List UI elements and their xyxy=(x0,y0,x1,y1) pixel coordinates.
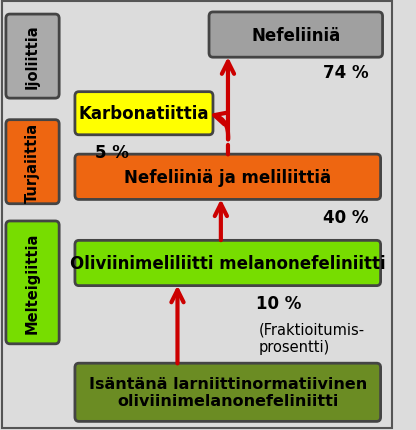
Text: 40 %: 40 % xyxy=(323,208,369,226)
Text: 74 %: 74 % xyxy=(323,64,369,82)
Text: 10 %: 10 % xyxy=(256,294,302,312)
FancyBboxPatch shape xyxy=(75,155,381,200)
FancyBboxPatch shape xyxy=(6,221,59,344)
Text: Ijoliittia: Ijoliittia xyxy=(25,25,40,89)
FancyArrowPatch shape xyxy=(214,113,228,140)
Text: Oliviinimeliliitti melanonefeliniitti: Oliviinimeliliitti melanonefeliniitti xyxy=(70,255,386,272)
Text: Melteigiittia: Melteigiittia xyxy=(25,232,40,333)
FancyBboxPatch shape xyxy=(75,363,381,421)
Text: Nefeliiniä: Nefeliiniä xyxy=(251,27,340,44)
FancyBboxPatch shape xyxy=(75,92,213,135)
FancyBboxPatch shape xyxy=(6,15,59,99)
Text: (Fraktioitumis-
prosentti): (Fraktioitumis- prosentti) xyxy=(258,321,364,354)
Text: Turjaiittia: Turjaiittia xyxy=(25,123,40,202)
Text: Nefeliiniä ja meliliittiä: Nefeliiniä ja meliliittiä xyxy=(124,169,331,186)
FancyBboxPatch shape xyxy=(6,120,59,204)
Text: Isäntänä larniittinormatiivinen
oliviinimelanonefeliniitti: Isäntänä larniittinormatiivinen oliviini… xyxy=(89,376,367,408)
FancyBboxPatch shape xyxy=(75,241,381,286)
FancyBboxPatch shape xyxy=(209,13,383,58)
Text: Karbonatiittia: Karbonatiittia xyxy=(79,105,209,123)
Text: 5 %: 5 % xyxy=(95,144,129,162)
